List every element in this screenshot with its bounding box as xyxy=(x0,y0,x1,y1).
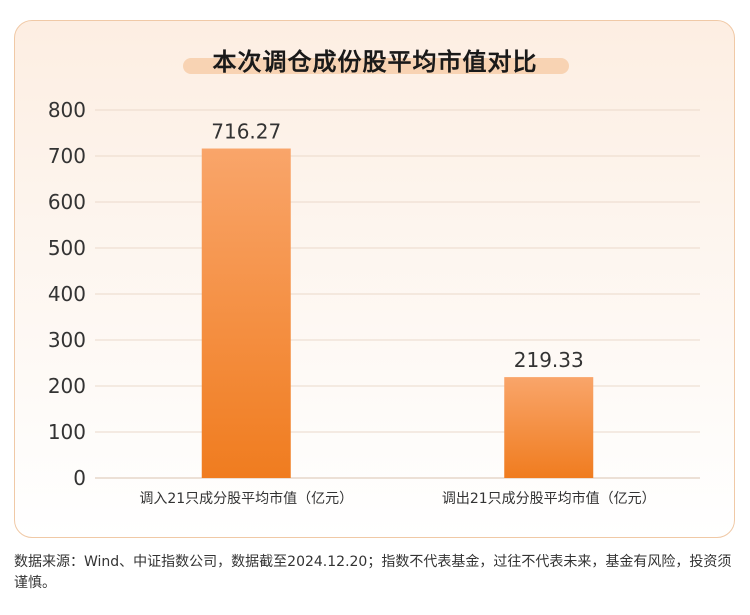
y-tick-label: 600 xyxy=(48,190,86,214)
bar-chart: 0 100 200 300 400 500 600 700 800 716.27 219.33 调… xyxy=(48,98,700,507)
y-tick-label: 800 xyxy=(48,98,86,122)
y-tick-label: 0 xyxy=(73,466,86,490)
y-tick-label: 200 xyxy=(48,374,86,398)
y-tick-label: 300 xyxy=(48,328,86,352)
title-highlight xyxy=(183,58,569,74)
gridlines xyxy=(95,109,700,479)
y-tick-label: 500 xyxy=(48,236,86,260)
x-axis-labels: 调入21只成分股平均市值（亿元） 调出21只成分股平均市值（亿元） xyxy=(139,490,655,507)
data-label: 716.27 xyxy=(211,120,281,144)
bars xyxy=(201,148,594,478)
data-labels: 716.27 219.33 xyxy=(211,120,583,373)
x-tick-label: 调出21只成分股平均市值（亿元） xyxy=(442,490,656,507)
bar xyxy=(201,148,291,478)
y-tick-label: 100 xyxy=(48,420,86,444)
chart-card xyxy=(14,20,735,538)
x-tick-label: 调入21只成分股平均市值（亿元） xyxy=(139,490,353,507)
source-note: 数据来源：Wind、中证指数公司，数据截至2024.12.20；指数不代表基金，… xyxy=(14,554,732,591)
data-label: 219.33 xyxy=(514,348,584,372)
chart-title: 本次调仓成份股平均市值对比 xyxy=(212,48,538,76)
y-axis-ticks: 0 100 200 300 400 500 600 700 800 xyxy=(48,98,86,490)
y-tick-label: 700 xyxy=(48,144,86,168)
y-tick-label: 400 xyxy=(48,282,86,306)
bar xyxy=(504,377,594,478)
